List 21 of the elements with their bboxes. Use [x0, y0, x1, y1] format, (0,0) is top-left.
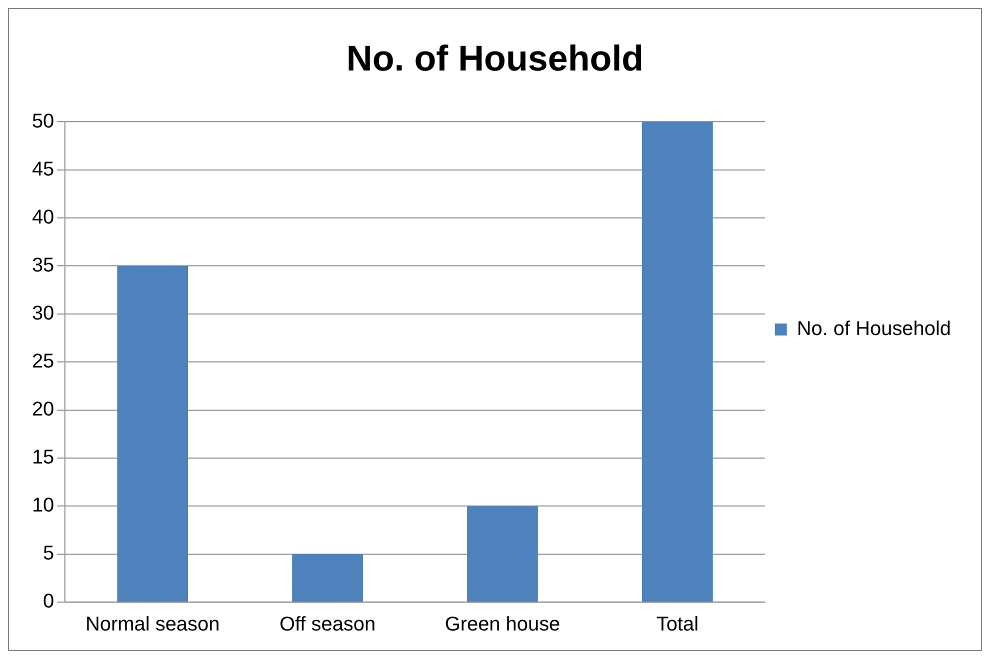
y-tick-label: 25 — [32, 350, 54, 372]
y-tick-label: 45 — [32, 158, 54, 180]
y-tick-label: 35 — [32, 254, 54, 276]
x-tick-label: Normal season — [86, 614, 220, 636]
y-tick-label: 50 — [32, 110, 54, 132]
y-tick-label: 40 — [32, 206, 54, 228]
x-tick-label: Off season — [279, 614, 376, 636]
y-tick-label: 5 — [43, 542, 54, 565]
y-tick-label: 30 — [32, 302, 54, 324]
y-tick-label: 0 — [43, 590, 54, 613]
bar — [467, 506, 538, 602]
y-tick-label: 15 — [32, 446, 54, 469]
chart-title: No. of Household — [346, 38, 644, 78]
y-tick-label: 10 — [32, 494, 54, 517]
bar — [117, 266, 188, 602]
bar — [642, 122, 713, 602]
legend-label: No. of Household — [796, 318, 951, 340]
bar — [292, 554, 363, 602]
x-tick-label: Green house — [444, 614, 560, 636]
y-tick-label: 20 — [32, 398, 54, 421]
x-tick-label: Total — [656, 614, 699, 636]
